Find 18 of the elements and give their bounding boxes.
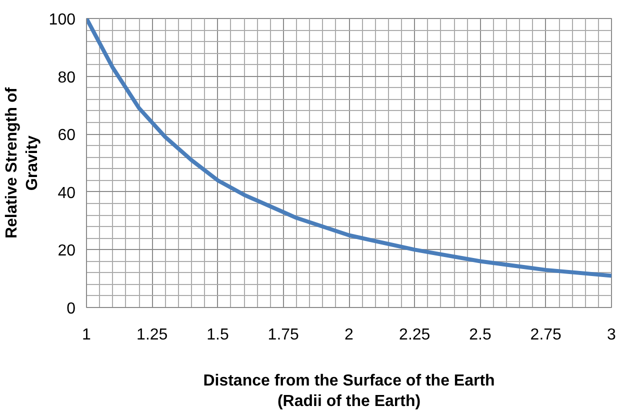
y-tick-label: 40 — [58, 184, 76, 202]
y-tick-label: 20 — [58, 242, 76, 260]
x-tick-label: 2 — [344, 326, 354, 344]
x-tick-label: 1.75 — [268, 326, 300, 344]
x-tick-label: 1 — [82, 326, 92, 344]
y-tick-label: 80 — [58, 69, 76, 86]
y-tick-label: 0 — [66, 300, 76, 318]
x-tick-label: 2.5 — [469, 326, 492, 344]
y-tick-label: 60 — [58, 127, 76, 144]
x-tick-label: 1.5 — [206, 326, 229, 344]
x-axis-title: Distance from the Surface of the Earth (Radii of the Earth) — [203, 372, 495, 410]
x-tick-label: 1.25 — [136, 326, 168, 344]
line-series — [86, 18, 612, 278]
x-tick-label: 2.75 — [530, 326, 562, 344]
y-axis-title: Relative Strength of Gravity — [3, 86, 41, 239]
x-tick-label: 3 — [607, 326, 616, 344]
x-tick-label: 2.25 — [399, 326, 430, 344]
y-tick-label: 100 — [48, 12, 76, 28]
